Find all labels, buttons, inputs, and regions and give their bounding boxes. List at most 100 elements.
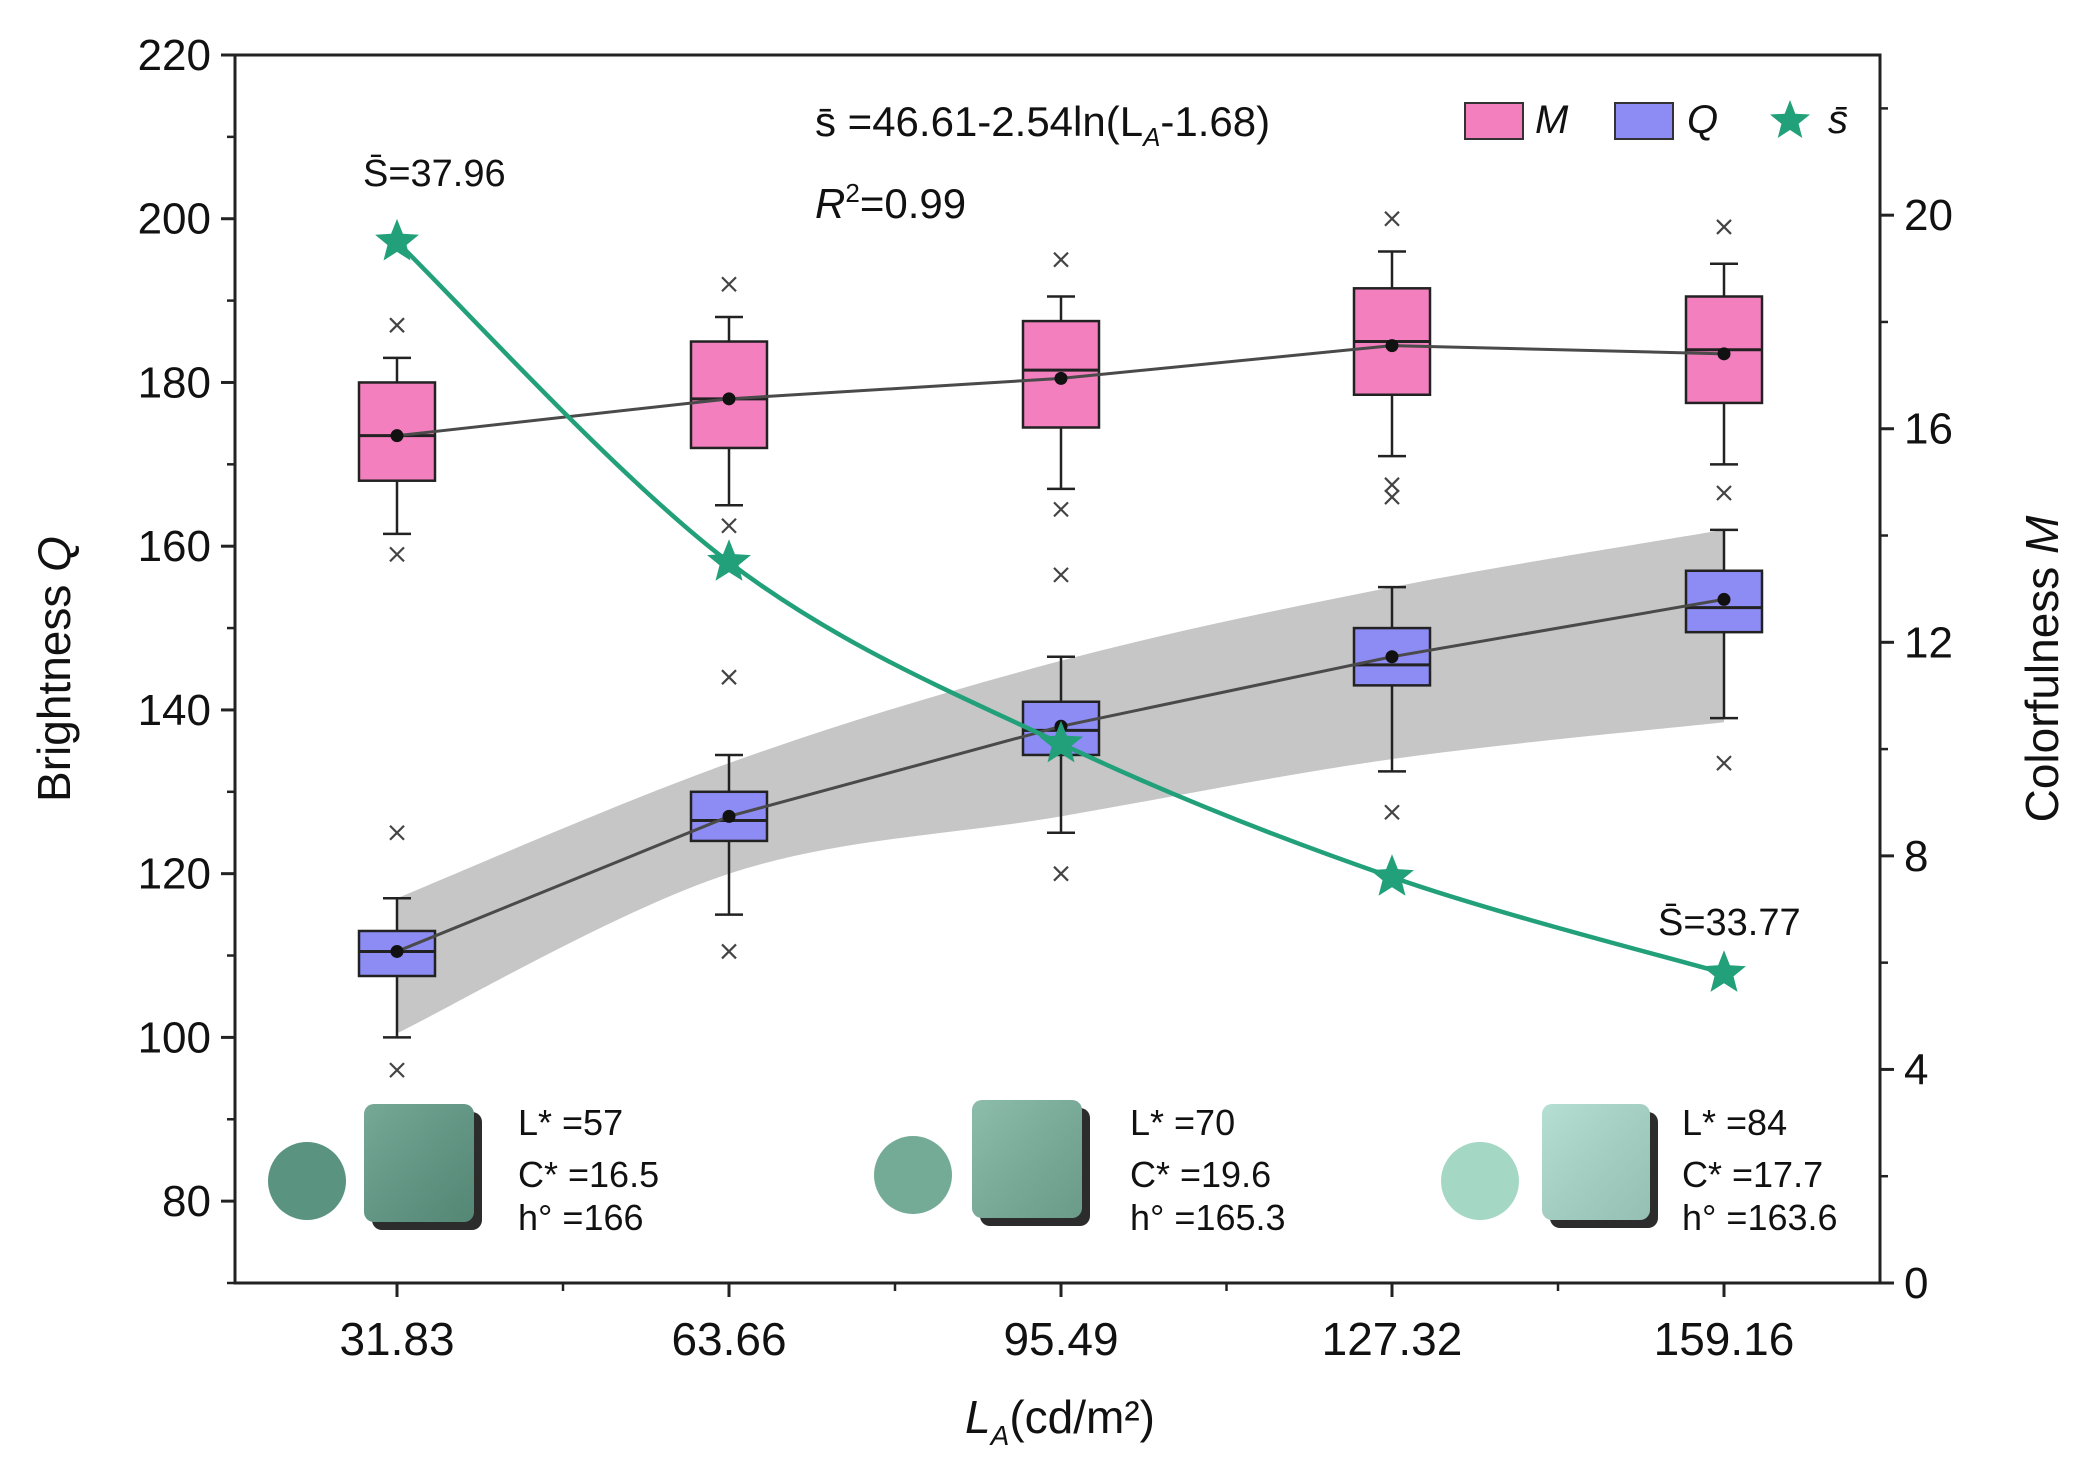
q-outlier <box>1716 755 1732 771</box>
m-outlier <box>1716 219 1732 235</box>
q-outlier-stroke <box>1053 865 1069 882</box>
x-tick-label: 31.83 <box>339 1313 454 1365</box>
y-left-tick-label: 100 <box>138 1013 211 1062</box>
m-mean-dot <box>1385 339 1399 353</box>
y-right-tick-label: 4 <box>1904 1045 1928 1094</box>
s-bar-star <box>1039 720 1083 763</box>
m-mean-dot <box>1717 347 1731 361</box>
q-outlier <box>1053 865 1069 882</box>
y-right-tick-label: 12 <box>1904 618 1953 667</box>
m-box <box>1021 251 1101 583</box>
y-left-title: Brightness Q <box>28 536 80 802</box>
m-outlier-stroke <box>1053 501 1069 518</box>
m-outlier <box>1384 477 1400 493</box>
sample-3-tile-sheen <box>1542 1104 1650 1220</box>
m-outlier-stroke <box>389 317 405 333</box>
x-title: LA(cd/m²) <box>965 1391 1155 1451</box>
sample-1-circle <box>268 1142 346 1220</box>
m-box <box>689 276 769 685</box>
m-outlier <box>1384 489 1400 505</box>
x-axis: 31.83 63.66 95.49 127.32 159.16 <box>339 1283 1794 1365</box>
y-left-tick-label: 220 <box>138 31 211 80</box>
s-bar-star <box>1702 950 1746 992</box>
plot-frame <box>233 53 1882 1285</box>
m-outlier-stroke <box>1053 251 1069 268</box>
sample-2-h: h° =165.3 <box>1130 1197 1286 1238</box>
legend-s-star <box>1770 100 1810 138</box>
q-outlier-stroke <box>389 824 405 841</box>
q-mean-dot <box>722 809 736 823</box>
m-outlier <box>1384 210 1400 227</box>
m-outlier-stroke <box>1716 219 1732 235</box>
m-outlier-stroke <box>1384 210 1400 227</box>
m-box <box>1352 210 1432 505</box>
q-outlier-stroke <box>1716 755 1732 771</box>
m-outlier <box>721 276 737 293</box>
legend-q-label: Q <box>1687 98 1718 142</box>
q-outlier-stroke <box>389 1062 405 1078</box>
y-left-tick-label: 180 <box>138 358 211 407</box>
q-outlier <box>389 824 405 841</box>
s-last-label: S̄=33.77 <box>1658 902 1801 944</box>
y-right-tick-label: 0 <box>1904 1259 1928 1308</box>
y-left-tick-label: 160 <box>138 522 211 571</box>
legend-m-swatch <box>1464 102 1524 140</box>
left-axis: 80 100 120 140 160 180 200 220 <box>138 31 235 1285</box>
sample-2-L: L* =70 <box>1130 1102 1235 1143</box>
y-left-tick-label: 80 <box>162 1177 211 1226</box>
y-left-tick-label: 200 <box>138 195 211 244</box>
q-box <box>357 824 437 1078</box>
m-outlier <box>1716 485 1732 501</box>
m-outlier-stroke <box>1716 485 1732 501</box>
q-outlier-stroke <box>721 943 737 960</box>
m-outlier-stroke <box>1384 477 1400 493</box>
s-bar-star <box>707 539 751 581</box>
s-bar-star <box>375 218 419 261</box>
q-mean-dot <box>390 944 404 958</box>
m-outlier-stroke <box>1053 567 1069 583</box>
m-outlier-stroke <box>721 517 737 534</box>
legend-m-label: M <box>1535 98 1569 142</box>
sample-1-h: h° =166 <box>518 1197 644 1238</box>
y-left-tick-label: 140 <box>138 686 211 735</box>
sample-3: L* =84 C* =17.7 h° =163.6 <box>1441 1102 1838 1238</box>
q-outlier <box>1384 804 1400 821</box>
m-outlier-stroke <box>721 276 737 293</box>
q-box <box>1684 528 1764 771</box>
y-left-tick-label: 120 <box>138 850 211 899</box>
y-right-tick-label: 20 <box>1904 191 1953 240</box>
q-box-series <box>357 528 1764 1078</box>
sample-1-C: C* =16.5 <box>518 1154 659 1195</box>
sample-2-C: C* =19.6 <box>1130 1154 1271 1195</box>
legend-q-swatch <box>1614 102 1674 140</box>
q-outlier-stroke <box>1384 804 1400 821</box>
q-mean-dot <box>1717 592 1731 606</box>
sample-1-tile-sheen <box>364 1104 474 1222</box>
y-right-tick-label: 16 <box>1904 405 1953 454</box>
m-outlier-stroke <box>721 669 737 685</box>
s-first-label: S̄=37.96 <box>363 153 506 195</box>
m-mean-dot <box>722 392 736 406</box>
r-squared-text: R2=0.99 <box>815 178 966 227</box>
right-axis: 0 4 8 12 16 20 <box>1880 107 1953 1308</box>
m-outlier <box>721 669 737 685</box>
s-bar-stars <box>375 218 1746 992</box>
y-right-title: Colorfulness M <box>2016 515 2068 822</box>
sample-3-L: L* =84 <box>1682 1102 1787 1143</box>
sample-3-C: C* =17.7 <box>1682 1154 1823 1195</box>
q-mean-dot <box>1385 650 1399 664</box>
sample-2-circle <box>874 1136 952 1214</box>
formula-text: s̄ =46.61-2.54ln(LA-1.68) <box>815 98 1270 152</box>
sample-2-tile-sheen <box>972 1100 1082 1218</box>
y-right-tick-label: 8 <box>1904 832 1928 881</box>
s-bar-star <box>1370 854 1414 896</box>
legend-s-label: s̄ <box>1828 98 1848 142</box>
q-outlier <box>389 1062 405 1078</box>
sample-2: L* =70 C* =19.6 h° =165.3 <box>874 1100 1286 1238</box>
m-outlier <box>389 546 405 563</box>
m-outlier <box>389 317 405 333</box>
m-outlier <box>721 517 737 534</box>
sample-1-L: L* =57 <box>518 1102 623 1143</box>
x-tick-label: 95.49 <box>1003 1313 1118 1365</box>
